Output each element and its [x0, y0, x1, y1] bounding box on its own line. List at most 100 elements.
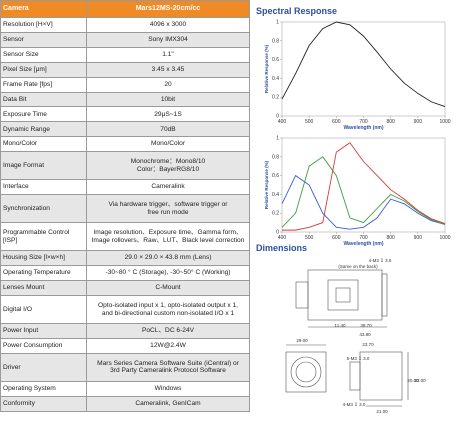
label-text: Sensor Size — [3, 50, 39, 58]
spec-label: Operating System — [0, 380, 87, 397]
spec-row: Resolution [H×V] 4096 x 3000 — [0, 17, 250, 33]
spec-row: Mono/Color Mono/Color — [0, 136, 250, 153]
spec-value: Cameralink — [86, 179, 250, 196]
value-text: 3rd Party Cameralink Protocol Software — [110, 367, 226, 375]
section-title: Spectral Response — [256, 6, 337, 16]
label-text: Programmable Control [ISP] — [3, 229, 70, 244]
y-tick-label: 1 — [276, 136, 279, 142]
spec-table: Camera Mars12MS-20cm/cc Resolution [H×V] 40… — [0, 0, 250, 413]
x-tick-label: 500 — [305, 119, 314, 125]
spec-value: Mono/Color — [86, 136, 250, 153]
x-axis-label: Wavelength (nm) — [343, 125, 383, 131]
spec-value: Cameralink, GenICam — [86, 395, 250, 413]
value-text: Mono/Color — [150, 140, 186, 148]
x-tick-label: 400 — [278, 235, 287, 241]
label-text: Resolution [H×V] — [3, 21, 53, 29]
spec-label: Pixel Size [μm] — [0, 61, 87, 78]
value-text: 70dB — [160, 125, 176, 133]
spec-value: Monochrome：Mono8/10 Color：BayerRG8/10 — [86, 151, 250, 181]
value-text: 29.0 × 29.0 × 43.8 mm (Lens) — [124, 254, 212, 262]
spec-label: Driver — [0, 352, 87, 382]
spec-value: Mars Series Camera Software Suite (iCent… — [86, 352, 250, 382]
spec-label: Data Bit — [0, 91, 87, 108]
series-line — [282, 142, 446, 231]
x-tick-label: 400 — [278, 119, 287, 125]
label-text: Pixel Size [μm] — [3, 65, 47, 73]
label-text: Dynamic Range — [3, 125, 50, 133]
spec-value: Image resolution、Exposure time、Gamma for… — [86, 222, 250, 252]
spec-row: Image Format Monochrome：Mono8/10 Color：Bay… — [0, 151, 250, 181]
spec-label: Conformity — [0, 395, 87, 413]
spec-label: Mono/Color — [0, 136, 87, 153]
y-tick-label: 0.2 — [272, 95, 279, 101]
series-line — [281, 21, 446, 108]
spec-row: Sensor Sony IMX304 — [0, 31, 250, 48]
spec-value: -30~80 ° C (Storage), -30~50° C (Working… — [86, 265, 250, 282]
spec-value: PoCL、DC 6-24V — [86, 323, 250, 339]
value-text: Cameralink — [151, 183, 185, 191]
header-cell: Camera — [0, 0, 87, 18]
x-tick-label: 600 — [332, 119, 341, 125]
header-text: Camera — [3, 4, 29, 12]
spec-row: Power Consumption 12W@2.4W — [0, 338, 250, 354]
spec-row: Power Input PoCL、DC 6-24V — [0, 323, 250, 339]
spec-row: Synchronization Via hardware trigger、soft… — [0, 194, 250, 224]
y-axis-label: Relative Response (%) — [264, 160, 269, 209]
value-text: 1.1" — [162, 50, 174, 58]
label-text: Synchronization — [3, 204, 50, 212]
spec-label: Power Input — [0, 323, 87, 339]
value-text: 29μS~1S — [154, 110, 182, 118]
dimension-label: 29.00 — [296, 338, 308, 343]
value-text: 12W@2.4W — [150, 342, 186, 350]
spec-value: Via hardware trigger、software trigger or… — [86, 194, 250, 224]
value-text: Via hardware trigger、software trigger or — [108, 201, 228, 209]
y-tick-label: 0.8 — [272, 154, 279, 160]
right-panel: Spectral Response Dimensions 400 500 600 70… — [256, 6, 451, 414]
dimension-label: 22.00 — [414, 378, 426, 383]
value-text: and bi-directional custom non-isolated I… — [101, 309, 235, 317]
value-text: Monochrome：Mono8/10 — [130, 158, 206, 166]
y-tick-label: 0 — [276, 230, 279, 236]
dimension-label: 43.80 — [359, 332, 371, 337]
spec-value: 70dB — [86, 121, 250, 138]
spec-row: Data Bit 10bit — [0, 91, 250, 108]
dimension-label: 4-M3 ↧ 3.0 — [369, 258, 392, 263]
label-text: Exposure Time — [3, 110, 47, 118]
spec-label: Dynamic Range — [0, 121, 87, 138]
section-title: Dimensions — [256, 243, 307, 253]
dimension-label: 4-M3 ↧ 3.0 — [343, 402, 366, 407]
y-tick-label: 0.6 — [272, 57, 279, 63]
spec-value: C-Mount — [86, 280, 250, 297]
value-text: Color：BayerRG8/10 — [136, 165, 200, 173]
spec-row: Digital I/O Opto-isolated input x 1, opto… — [0, 295, 250, 325]
label-text: Power Input — [3, 327, 39, 335]
plot-frame — [281, 137, 446, 233]
header-text: Mars12MS-20cm/cc — [135, 4, 201, 12]
x-tick-label: 1000 — [439, 235, 450, 241]
label-text: Housing Size [l×w×h] — [3, 254, 65, 262]
label-text: Operating Temperature — [3, 269, 71, 277]
spec-value: 10bit — [86, 91, 250, 108]
spec-row: Sensor Size 1.1" — [0, 46, 250, 63]
spec-row: Frame Rate [fps] 20 — [0, 76, 250, 93]
x-tick-label: 1000 — [439, 119, 450, 125]
header-row: Camera Mars12MS-20cm/cc — [0, 0, 250, 18]
y-tick-label: 0.6 — [272, 173, 279, 179]
dimension-label: 23.70 — [362, 342, 374, 347]
spec-value: Windows — [86, 380, 250, 397]
y-tick-label: 0 — [276, 114, 279, 120]
value-text: 10bit — [160, 95, 176, 103]
x-tick-label: 700 — [359, 119, 368, 125]
spec-value: Opto-isolated input x 1, opto-isolated o… — [86, 295, 250, 325]
spec-label: Exposure Time — [0, 106, 87, 123]
value-text: Windows — [154, 385, 182, 393]
dimension-label: 21.00 — [376, 409, 388, 414]
spec-row: Driver Mars Series Camera Software Suite … — [0, 352, 250, 382]
spec-value: 12W@2.4W — [86, 338, 250, 354]
spec-label: Sensor — [0, 31, 87, 48]
header-cell: Mars12MS-20cm/cc — [86, 0, 250, 18]
spec-row: Operating System Windows — [0, 380, 250, 397]
spec-label: Sensor Size — [0, 46, 87, 63]
value-text: Image rollovers、Raw、LUT、Black level corr… — [91, 236, 245, 244]
